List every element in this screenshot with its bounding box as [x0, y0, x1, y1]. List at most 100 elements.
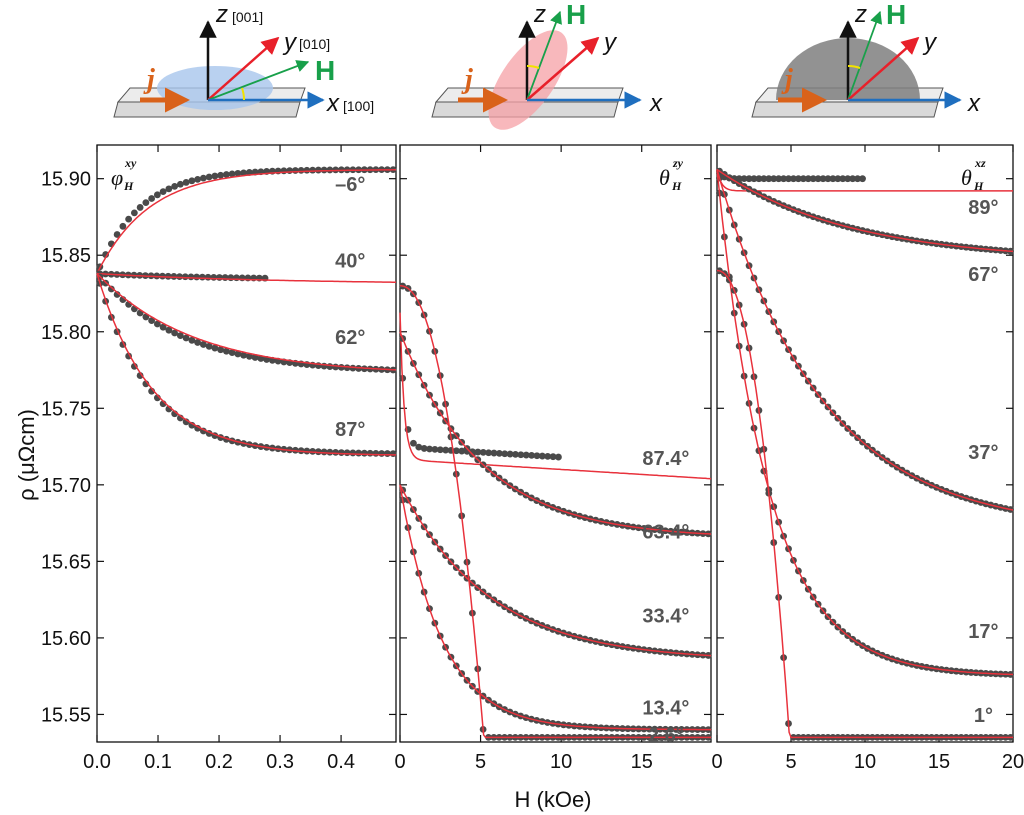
data-point — [182, 179, 190, 186]
data-point — [188, 336, 196, 344]
data-point — [136, 204, 144, 211]
fit-line — [716, 169, 1013, 192]
panel-2: 0 5 10 15 θzy H 87.4° 63.4° 33.4° 13.4° 2.6° — [394, 144, 712, 773]
data-point — [222, 347, 230, 355]
series-87.4°: 87.4° — [399, 312, 712, 480]
data-point — [176, 273, 183, 280]
data-point — [199, 174, 207, 182]
data-point — [234, 169, 242, 177]
x-tick-label: 5 — [785, 751, 796, 773]
data-point — [452, 447, 460, 455]
x-axis-title: H (kOe) — [515, 787, 592, 812]
y-tick-label: 15.70 — [41, 475, 91, 497]
x-tick-label: 0.1 — [144, 751, 172, 773]
panel-frame — [96, 144, 397, 743]
data-point — [159, 188, 167, 196]
data-point — [217, 171, 225, 179]
axis-y-arrow — [207, 36, 280, 101]
series-63.4°: 63.4° — [399, 331, 712, 543]
data-point — [750, 175, 758, 183]
series-13.4°: 13.4° — [399, 484, 712, 733]
data-point — [809, 175, 817, 183]
panel-label: φ — [111, 165, 123, 190]
data-point — [205, 342, 213, 350]
data-point — [824, 175, 832, 183]
data-point — [314, 166, 322, 174]
data-point — [533, 452, 541, 460]
data-point — [188, 177, 196, 185]
x-tick-label: 5 — [475, 751, 486, 773]
diagram-y-index: [010] — [299, 36, 330, 52]
data-point — [474, 448, 482, 456]
series-62°: 62° — [96, 273, 397, 374]
fit-line — [399, 331, 712, 535]
panel-1: 0.0 0.1 0.2 0.3 0.4 15.55 15.60 15.65 15.70 15.75… — [41, 144, 397, 773]
data-point — [770, 175, 778, 183]
data-point — [740, 175, 748, 183]
data-point — [799, 175, 807, 183]
series-1°: 1° — [716, 267, 1014, 741]
data-point — [251, 354, 259, 361]
data-point — [849, 175, 857, 183]
data-point — [458, 447, 466, 455]
data-point — [804, 175, 812, 183]
data-point — [795, 175, 802, 183]
angle-label: 87° — [335, 419, 365, 441]
data-point — [165, 185, 173, 193]
data-point — [171, 329, 179, 337]
data-point — [819, 175, 827, 183]
data-point — [512, 450, 519, 458]
panel-label-sub: H — [973, 179, 984, 193]
data-point — [153, 320, 161, 328]
angle-label: 1° — [974, 705, 993, 727]
diagram-xy: z [001] y [010] H x [100] j — [113, 1, 374, 118]
data-point — [844, 175, 852, 183]
data-point — [153, 191, 161, 199]
angle-label: 62° — [335, 327, 365, 349]
fit-line — [399, 484, 712, 657]
data-point — [544, 452, 552, 460]
data-point — [854, 175, 861, 183]
panel-label-sub: H — [123, 179, 134, 193]
data-point — [176, 332, 184, 339]
y-tick-label: 15.55 — [41, 704, 91, 726]
y-tick-label: 15.80 — [41, 322, 91, 344]
x-tick-label: 0.2 — [205, 751, 233, 773]
data-point — [431, 445, 439, 453]
field-H-arrow — [526, 10, 562, 101]
data-point — [125, 215, 133, 223]
angle-label: 87.4° — [642, 448, 689, 470]
data-point — [205, 173, 213, 181]
fit-line — [716, 169, 1014, 676]
data-point — [228, 349, 236, 357]
data-point — [410, 439, 417, 447]
angle-label: –6° — [335, 174, 365, 196]
series--6°: –6° — [96, 166, 397, 274]
data-point — [426, 445, 433, 453]
angle-label: 2.6° — [648, 725, 684, 747]
x-tick-label: 15 — [928, 751, 950, 773]
series-89°: 89° — [716, 169, 1013, 219]
panel-frame — [399, 144, 712, 743]
data-point — [142, 199, 150, 207]
fit-line — [96, 273, 397, 371]
data-point — [228, 170, 236, 178]
data-point — [240, 351, 248, 359]
fit-line — [716, 269, 1013, 739]
data-point — [130, 209, 138, 217]
angle-label: 37° — [968, 442, 998, 464]
field-H-arrow — [847, 10, 883, 101]
angle-arc — [241, 87, 246, 101]
axis-y-arrow — [526, 36, 600, 101]
diagram-y-label: y — [602, 29, 618, 56]
diagram-x-label: x — [649, 90, 663, 117]
diagram-H-label: H — [315, 55, 335, 86]
diagram-H-label: H — [566, 0, 586, 30]
data-point — [194, 339, 202, 346]
data-point — [130, 362, 138, 370]
x-tick-label: 15 — [631, 751, 653, 773]
data-point — [113, 291, 121, 298]
data-point — [775, 175, 783, 183]
series-87°: 87° — [96, 273, 397, 458]
